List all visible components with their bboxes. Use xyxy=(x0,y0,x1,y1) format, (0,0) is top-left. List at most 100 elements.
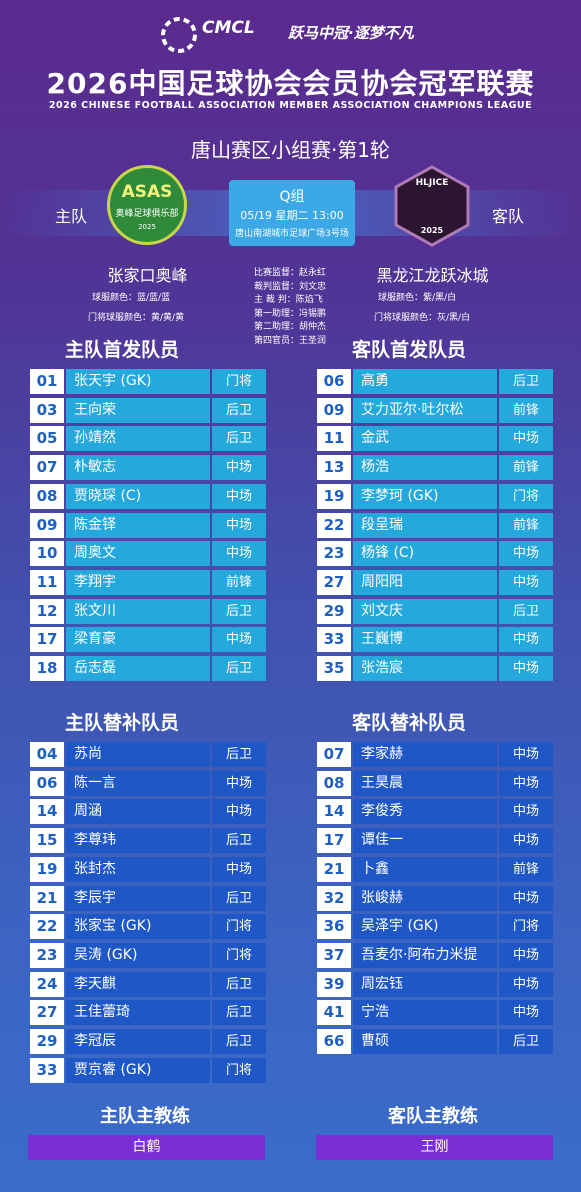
player-number: 23 xyxy=(30,942,64,968)
player-number: 29 xyxy=(30,1029,64,1054)
player-number: 21 xyxy=(317,856,351,882)
player-name: 周涵 xyxy=(66,799,210,825)
player-position: 后卫 xyxy=(212,1029,266,1054)
player-number: 35 xyxy=(317,656,351,681)
player-number: 24 xyxy=(30,971,64,997)
player-number: 37 xyxy=(317,942,351,968)
player-number: 08 xyxy=(30,483,64,509)
player-position: 中场 xyxy=(212,770,266,796)
player-name: 张封杰 xyxy=(66,856,210,882)
player-number: 13 xyxy=(317,455,351,481)
player-name: 李尊玮 xyxy=(66,828,210,854)
player-number: 06 xyxy=(317,369,351,394)
player-number: 21 xyxy=(30,885,64,911)
player-name: 张家宝 (GK) xyxy=(66,914,210,940)
player-position: 前锋 xyxy=(499,397,553,423)
section-title: 客队替补队员 xyxy=(351,712,466,734)
player-number: 15 xyxy=(30,828,64,854)
player-name: 杨浩 xyxy=(353,455,497,481)
player-number: 22 xyxy=(317,512,351,538)
player-name: 陈金铎 xyxy=(66,512,210,538)
title: 2026中国足球协会会员协会冠军联赛 xyxy=(46,67,535,100)
player-position: 前锋 xyxy=(499,512,553,538)
player-name: 王佳蕾琦 xyxy=(66,1000,210,1026)
official: 主 裁 判：陈焰飞 xyxy=(254,295,323,306)
player-name: 李翔宇 xyxy=(66,569,210,595)
player-name: 李俊秀 xyxy=(353,799,497,825)
player-position: 中场 xyxy=(499,828,553,854)
player-number: 01 xyxy=(30,369,64,394)
player-number: 27 xyxy=(317,569,351,595)
home-coach: 白鹤 xyxy=(28,1135,265,1160)
player-position: 中场 xyxy=(499,770,553,796)
player-position: 门将 xyxy=(212,369,266,394)
player-position: 门将 xyxy=(499,483,553,509)
player-position: 中场 xyxy=(499,799,553,825)
player-position: 中场 xyxy=(499,971,553,997)
player-position: 后卫 xyxy=(499,598,553,624)
player-number: 36 xyxy=(317,914,351,940)
player-name: 周阳阳 xyxy=(353,569,497,595)
player-position: 后卫 xyxy=(212,656,266,681)
player-name: 卜鑫 xyxy=(353,856,497,882)
player-name: 李辰宇 xyxy=(66,885,210,911)
player-position: 后卫 xyxy=(499,1029,553,1054)
player-number: 41 xyxy=(317,1000,351,1026)
player-name: 吴泽宇 (GK) xyxy=(353,914,497,940)
player-number: 09 xyxy=(317,397,351,423)
home-gk-kit: 门将球服颜色：黄/黄/黄 xyxy=(88,313,185,323)
player-name: 王巍博 xyxy=(353,627,497,653)
away-kit: 球服颜色：紫/黑/白 xyxy=(378,293,457,303)
player-number: 32 xyxy=(317,885,351,911)
player-position: 中场 xyxy=(499,426,553,452)
home-label: 主队 xyxy=(55,207,88,226)
player-number: 10 xyxy=(30,541,64,567)
player-position: 中场 xyxy=(212,512,266,538)
player-number: 33 xyxy=(30,1057,64,1083)
venue: 唐山南湖城市足球广场3号场 xyxy=(235,229,349,239)
away-badge-name: HLJICE xyxy=(415,178,449,188)
player-position: 中场 xyxy=(499,541,553,567)
player-position: 中场 xyxy=(499,569,553,595)
player-position: 后卫 xyxy=(212,828,266,854)
player-name: 张文川 xyxy=(66,598,210,624)
player-name: 曹硕 xyxy=(353,1029,497,1054)
player-name: 段呈瑞 xyxy=(353,512,497,538)
player-position: 中场 xyxy=(499,885,553,911)
away-badge-year: 2025 xyxy=(420,226,444,235)
player-position: 中场 xyxy=(212,799,266,825)
match-info-box: Q组 05/19 星期二 13:00 唐山南湖城市足球广场3号场 xyxy=(229,180,355,246)
player-name: 张峻赫 xyxy=(353,885,497,911)
player-position: 前锋 xyxy=(499,455,553,481)
player-position: 后卫 xyxy=(212,397,266,423)
datetime: 05/19 星期二 13:00 xyxy=(240,209,344,222)
player-name: 李冠辰 xyxy=(66,1029,210,1054)
player-name: 杨锋 (C) xyxy=(353,541,497,567)
player-name: 王向荣 xyxy=(66,397,210,423)
player-name: 梁育豪 xyxy=(66,627,210,653)
away-label: 客队 xyxy=(492,207,525,226)
player-position: 门将 xyxy=(212,914,266,940)
player-number: 04 xyxy=(30,742,64,767)
home-badge: ASAS 奥峰足球俱乐部 2025 xyxy=(107,165,187,245)
player-number: 07 xyxy=(30,455,64,481)
player-name: 宁浩 xyxy=(353,1000,497,1026)
player-number: 18 xyxy=(30,656,64,681)
player-name: 周宏钰 xyxy=(353,971,497,997)
player-number: 29 xyxy=(317,598,351,624)
player-position: 后卫 xyxy=(212,885,266,911)
player-position: 中场 xyxy=(212,627,266,653)
player-number: 33 xyxy=(317,627,351,653)
home-badge-year: 2025 xyxy=(138,223,156,231)
player-number: 19 xyxy=(30,856,64,882)
player-name: 李梦珂 (GK) xyxy=(353,483,497,509)
home-team: 张家口奥峰 xyxy=(107,266,188,285)
player-name: 艾力亚尔·吐尔松 xyxy=(353,397,497,423)
official: 第一助理：冯锡鹏 xyxy=(254,308,327,319)
player-position: 门将 xyxy=(212,1057,266,1083)
player-position: 前锋 xyxy=(499,856,553,882)
player-number: 14 xyxy=(30,799,64,825)
player-number: 12 xyxy=(30,598,64,624)
player-name: 王昊晨 xyxy=(353,770,497,796)
official: 比赛监督：赵永红 xyxy=(254,268,327,278)
